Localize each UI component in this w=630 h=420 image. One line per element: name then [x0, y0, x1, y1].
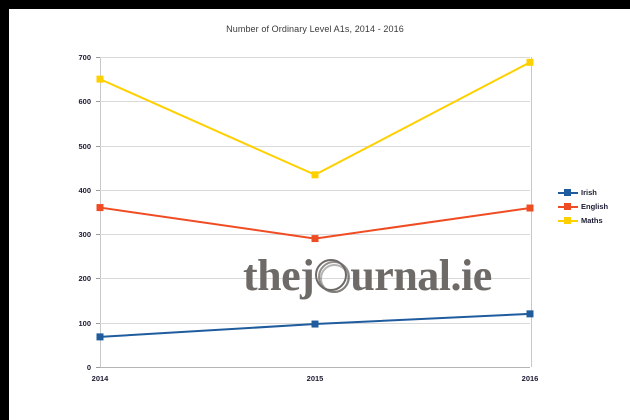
x-axis-tick-label: 2015 [306, 374, 324, 383]
data-point-marker [311, 320, 319, 328]
chart-title: Number of Ordinary Level A1s, 2014 - 201… [226, 24, 404, 34]
data-point-marker [526, 310, 534, 318]
series-maths [96, 58, 534, 179]
plot-area [100, 57, 532, 367]
y-axis-tick-mark [96, 189, 100, 191]
y-axis-tick-mark [96, 145, 100, 147]
y-axis-tick-mark [96, 278, 100, 280]
series-english [96, 204, 534, 243]
legend-swatch-icon [558, 215, 578, 225]
series-line [99, 61, 531, 176]
y-axis-tick-label: 300 [78, 230, 91, 240]
y-axis-tick-mark [96, 57, 100, 58]
y-axis-tick-label: 600 [78, 97, 91, 107]
legend-item-english[interactable]: English [558, 200, 624, 212]
gridline [100, 189, 530, 191]
watermark-swirl-icon [314, 256, 351, 296]
series-line [99, 206, 531, 240]
gridline [100, 234, 530, 236]
watermark-text-before: thej [243, 251, 315, 300]
data-point-marker [96, 333, 104, 341]
y-axis-tick-label: 500 [78, 141, 91, 151]
y-axis-tick-mark [96, 322, 100, 324]
gridline [100, 145, 530, 147]
y-axis-tick-label: 100 [78, 318, 91, 328]
data-point-marker [96, 204, 104, 212]
gridline [100, 101, 530, 103]
series-irish [96, 310, 534, 341]
data-point-marker [311, 171, 319, 179]
data-point-marker [311, 235, 319, 243]
x-axis-tick-label: 2014 [91, 374, 109, 383]
legend-swatch-icon [558, 187, 578, 197]
data-point-marker [526, 204, 534, 212]
legend-label: Irish [581, 187, 597, 197]
watermark-text-after: urnal.ie [350, 251, 492, 300]
data-point-marker [526, 58, 534, 66]
y-axis-tick-mark [96, 367, 100, 368]
x-axis-tick-label: 2016 [521, 374, 539, 383]
watermark: thej urnal.ie [243, 250, 533, 302]
y-axis-tick-label: 400 [78, 185, 91, 195]
legend-item-irish[interactable]: Irish [558, 186, 624, 198]
gridline [100, 57, 530, 58]
legend-label: Maths [581, 215, 603, 225]
y-axis-tick-label: 700 [78, 53, 91, 62]
gridline [100, 278, 530, 280]
legend-item-maths[interactable]: Maths [558, 214, 624, 226]
chart-legend: Irish English Maths [558, 186, 624, 228]
legend-swatch-icon [558, 201, 578, 211]
y-axis-tick-mark [96, 234, 100, 236]
data-point-marker [96, 75, 104, 83]
y-axis-tick-label: 200 [78, 274, 91, 284]
gridline [100, 367, 530, 368]
y-axis-tick-mark [96, 101, 100, 103]
y-axis-tick-label: 0 [86, 363, 91, 372]
legend-label: English [581, 201, 609, 211]
